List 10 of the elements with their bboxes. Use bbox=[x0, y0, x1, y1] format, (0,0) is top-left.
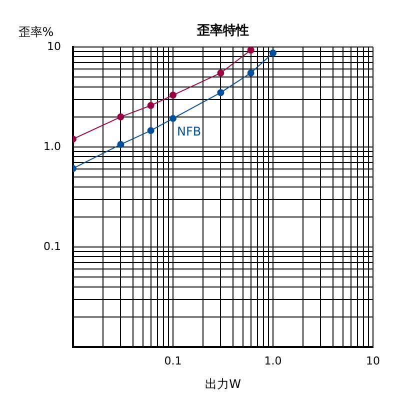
x-axis-title: 出力W bbox=[205, 377, 242, 392]
x-tick-label: 0.1 bbox=[164, 354, 182, 368]
x-tick-label: 10 bbox=[366, 354, 380, 368]
x-tick-label: 1.0 bbox=[264, 354, 282, 368]
y-tick-label: 0.1 bbox=[44, 240, 61, 253]
y-tick-label: 1.0 bbox=[44, 140, 61, 153]
series-label: NFB bbox=[177, 124, 202, 139]
y-axis-title: 歪率% bbox=[18, 25, 54, 40]
chart-title: 歪率特性 bbox=[196, 22, 249, 38]
y-tick-label: 10 bbox=[47, 40, 61, 53]
